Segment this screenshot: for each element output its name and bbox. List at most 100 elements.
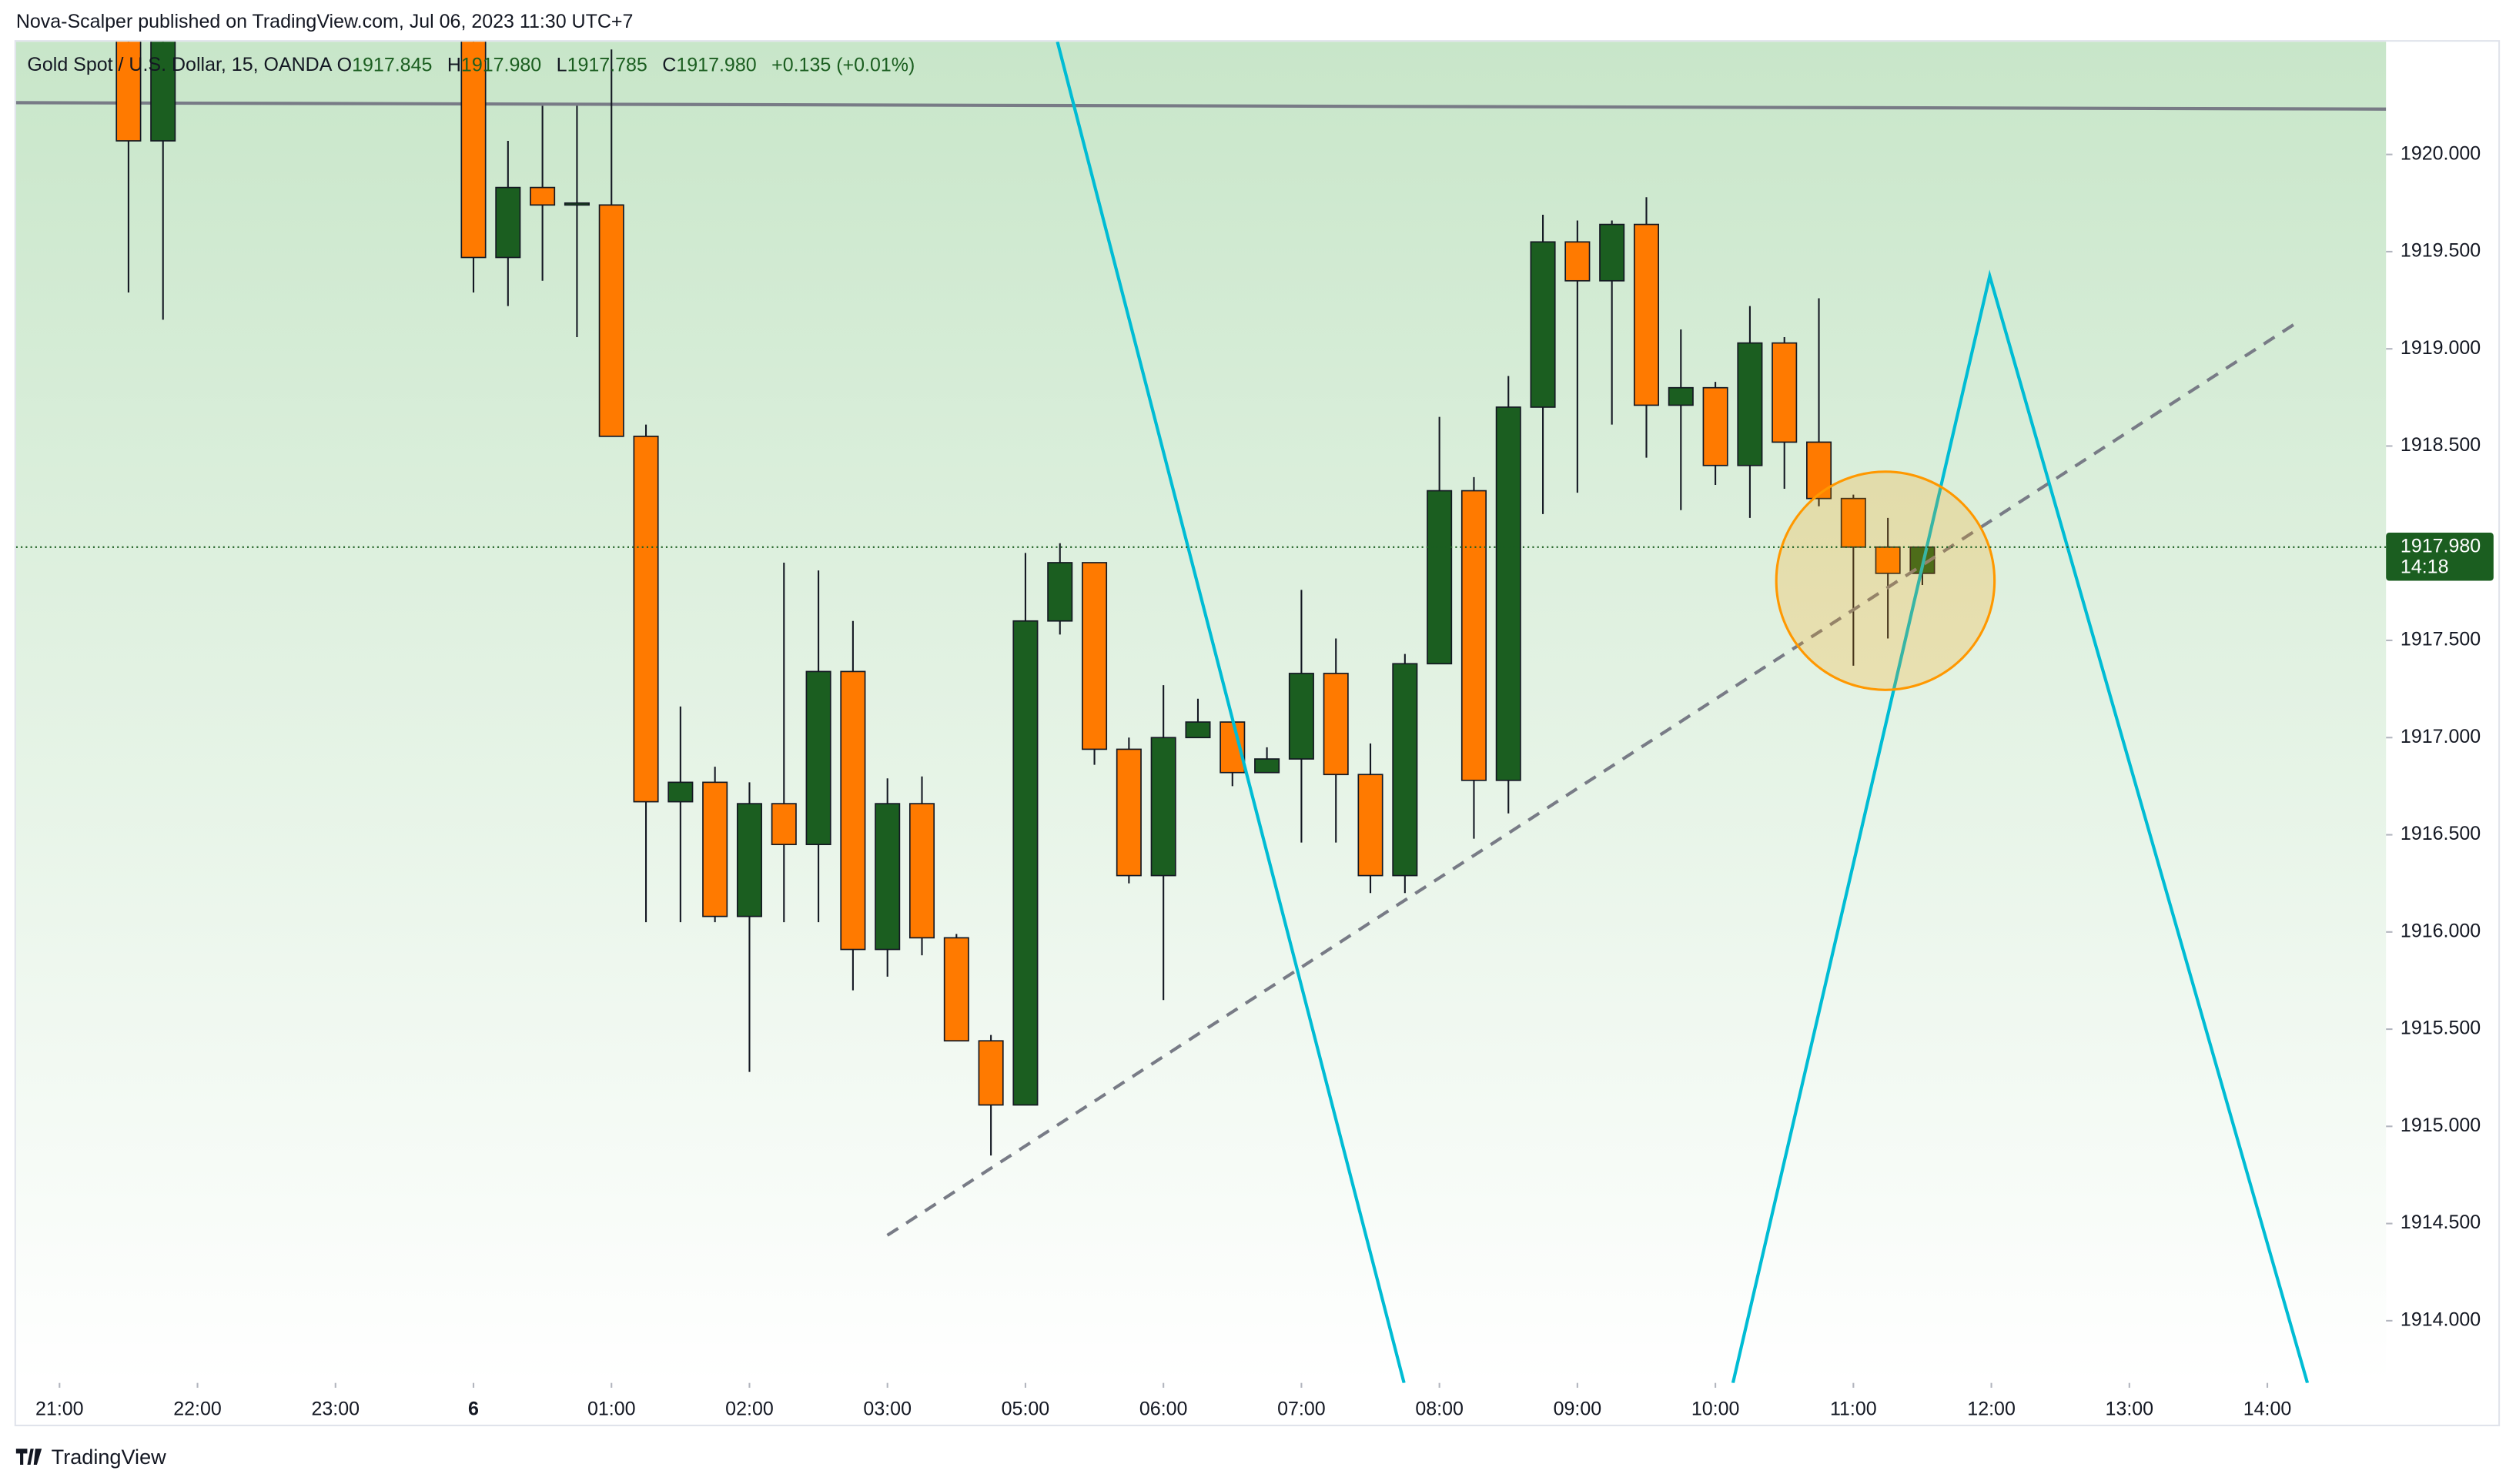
candle-body — [840, 670, 866, 951]
trend-line — [886, 323, 2296, 1237]
plot — [15, 42, 2387, 1156]
candle-body — [633, 436, 659, 803]
x-tick-label: 13:00 — [2106, 1399, 2154, 1420]
logo — [15, 1449, 42, 1465]
l-label: L — [557, 54, 567, 75]
candle-body — [1427, 490, 1453, 665]
c-label: C — [662, 54, 676, 75]
candle-body — [1185, 721, 1211, 739]
x-tick-label: 14:00 — [2243, 1399, 2292, 1420]
chart-frame — [14, 40, 2501, 1426]
candle-body — [460, 42, 487, 259]
c-value: 1917.980 — [676, 54, 756, 75]
candle-body — [1082, 562, 1108, 750]
change: +0.135 (+0.01%) — [771, 54, 915, 75]
y-tick-label: 1920.000 — [2401, 142, 2481, 164]
price-label-box — [2386, 533, 2494, 581]
candle-body — [1633, 223, 1660, 406]
candle-body — [1012, 620, 1039, 1106]
highlight-circle — [1775, 470, 1996, 691]
x-tick-label: 05:00 — [1002, 1399, 1050, 1420]
brand: TradingView — [52, 1445, 166, 1469]
x-tick-label: 02:00 — [725, 1399, 774, 1420]
y-tick-label: 1914.500 — [2401, 1212, 2481, 1233]
horizontal-ray — [15, 101, 2387, 111]
y-tick-label: 1914.000 — [2401, 1309, 2481, 1330]
x-tick-label: 06:00 — [1139, 1399, 1188, 1420]
projection-zigzag — [1731, 269, 2310, 1383]
candle-body — [978, 1040, 1004, 1106]
candle-body — [115, 42, 142, 142]
candle-body — [1564, 241, 1591, 282]
candle-body — [805, 670, 831, 845]
candle-body — [771, 803, 797, 845]
x-tick-label: 08:00 — [1415, 1399, 1464, 1420]
candle-body — [875, 803, 901, 951]
y-tick-label: 1917.000 — [2401, 726, 2481, 747]
y-tick-label: 1919.500 — [2401, 240, 2481, 262]
o-label: O — [337, 54, 352, 75]
published-caption: Nova-Scalper published on TradingView.co… — [16, 11, 634, 32]
y-tick-label: 1915.000 — [2401, 1115, 2481, 1136]
candle-body — [736, 803, 762, 917]
candle-body — [598, 204, 624, 437]
y-tick-label: 1918.500 — [2401, 434, 2481, 456]
o-value: 1917.845 — [352, 54, 432, 75]
x-tick-label: 22:00 — [173, 1399, 222, 1420]
candle-body — [943, 937, 969, 1042]
candle-body — [1323, 673, 1349, 776]
price-label: 1917.980 — [2401, 535, 2481, 556]
candle-body — [667, 781, 694, 803]
x-tick-label: 21:00 — [35, 1399, 84, 1420]
l-value: 1917.785 — [567, 54, 647, 75]
x-tick-label: 23:00 — [311, 1399, 360, 1420]
candle-body — [1357, 774, 1383, 877]
countdown-label: 14:18 — [2401, 556, 2449, 577]
h-label: H — [447, 54, 461, 75]
candle-body — [1599, 223, 1625, 282]
x-tick-label: 6 — [468, 1399, 479, 1420]
y-tick-label: 1915.500 — [2401, 1018, 2481, 1039]
drawings — [15, 42, 2387, 1383]
y-tick-label: 1917.500 — [2401, 629, 2481, 650]
x-tick-label: 03:00 — [863, 1399, 912, 1420]
plot-background — [15, 42, 2387, 1383]
x-tick-label: 09:00 — [1554, 1399, 1602, 1420]
candle-body — [1737, 342, 1763, 466]
candle-body — [564, 202, 590, 206]
candle-body — [1116, 748, 1142, 877]
y-tick-label: 1916.500 — [2401, 823, 2481, 844]
candle-body — [530, 186, 556, 206]
candle-body — [1530, 241, 1556, 408]
footer: TradingView — [15, 1445, 166, 1469]
candle-body — [1668, 386, 1694, 406]
candle-body — [495, 186, 521, 259]
candle-body — [1875, 546, 1901, 574]
ohlc-legend: O1917.845 H1917.980 L1917.785 C1917.980 … — [337, 54, 915, 75]
y-tick-label: 1919.000 — [2401, 337, 2481, 359]
x-tick-label: 07:00 — [1277, 1399, 1326, 1420]
candle-body — [1150, 737, 1176, 877]
candle-body — [1254, 758, 1280, 774]
candle-body — [1840, 497, 1866, 548]
candle-body — [1392, 663, 1418, 877]
toolbar-box — [2392, 48, 2494, 84]
projection-line — [1056, 42, 1406, 1383]
x-tick-label: 01:00 — [587, 1399, 636, 1420]
candle-body — [702, 781, 728, 917]
legend: Gold Spot / U.S. Dollar, 15, OANDA O1917… — [27, 54, 915, 75]
candle-body — [1460, 490, 1487, 781]
h-value: 1917.980 — [461, 54, 541, 75]
symbol: Gold Spot / U.S. Dollar, 15, OANDA — [27, 54, 332, 75]
candle-body — [1047, 562, 1073, 622]
x-tick-label: 11:00 — [1830, 1399, 1877, 1420]
y-tick-label: 1916.000 — [2401, 920, 2481, 941]
candle-body — [1772, 342, 1798, 443]
candle-body — [1288, 673, 1314, 760]
candle-body — [150, 42, 176, 142]
candle-body — [1702, 386, 1728, 466]
candle-body — [1495, 406, 1521, 781]
x-tick-label: 10:00 — [1691, 1399, 1740, 1420]
